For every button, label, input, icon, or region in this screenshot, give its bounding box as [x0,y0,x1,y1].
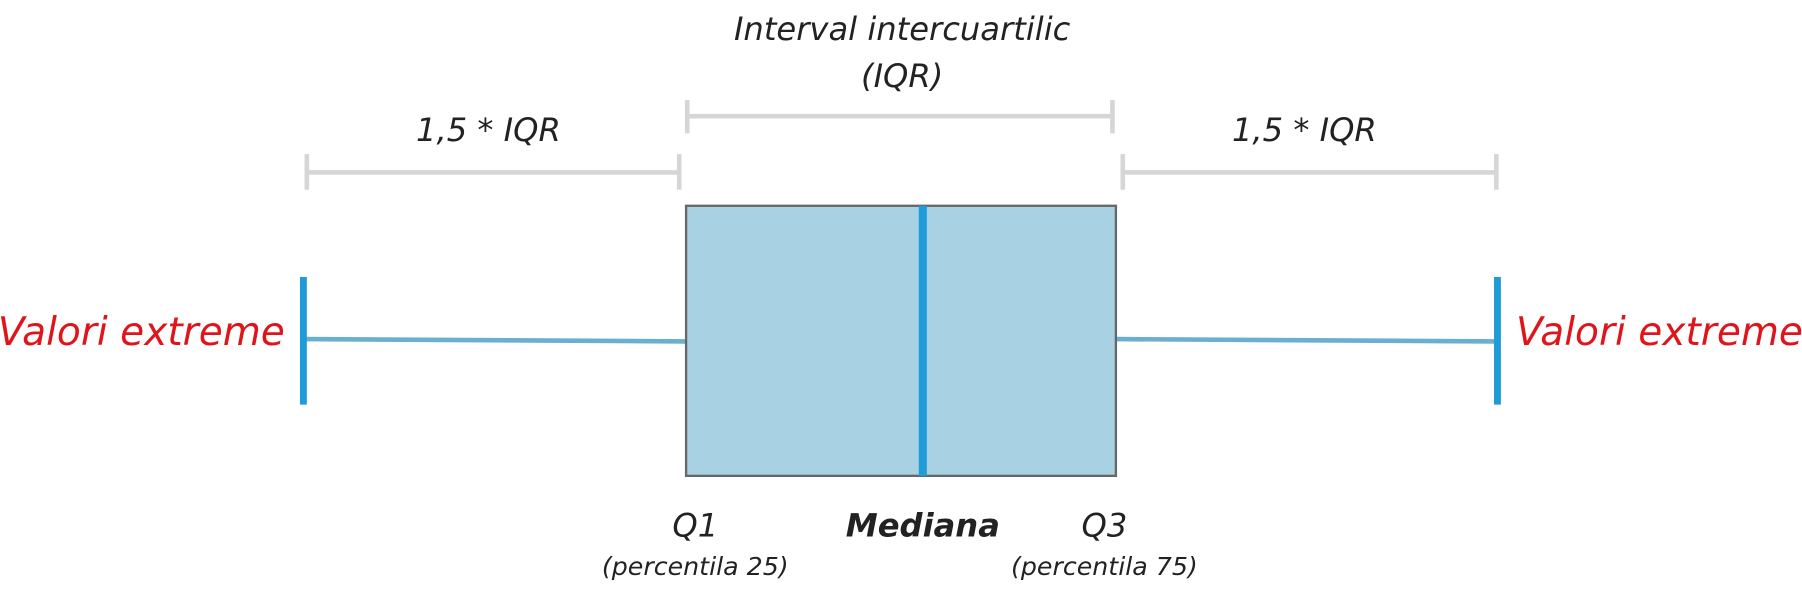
right-extreme-label: Valori extreme [1516,310,1802,355]
box [684,204,1118,478]
right-range-label: 1,5 * IQR [1232,111,1377,149]
q3-note: (percentila 75) [1011,552,1198,581]
iqr-subtitle: (IQR) [861,57,943,95]
iqr-title: Interval intercuartilic [734,10,1071,48]
left-whisker [303,336,687,344]
left-extreme-label: Valori extreme [0,310,285,355]
left-range-bracket [304,154,682,190]
median-label: Mediana [846,507,1000,545]
q1-label: Q1 [672,507,718,545]
right-whisker [1115,336,1497,344]
q1-note: (percentila 25) [602,552,789,581]
left-range-label: 1,5 * IQR [416,111,561,149]
iqr-bracket [684,100,1115,134]
q3-label: Q3 [1082,507,1128,545]
right-range-bracket [1120,154,1499,190]
